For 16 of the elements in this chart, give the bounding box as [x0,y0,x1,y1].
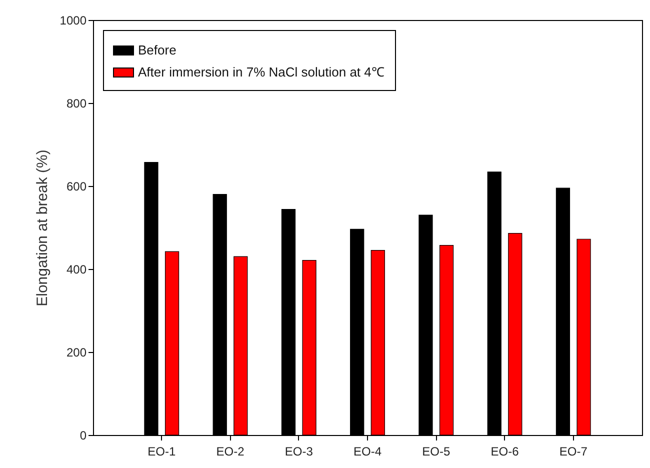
y-tick-label: 200 [66,346,87,360]
y-tick-label: 0 [80,428,87,442]
x-tick-label: EO-4 [353,444,382,458]
y-tick-label: 400 [66,262,87,276]
legend-label: After immersion in 7% NaCl solution at 4℃ [138,64,384,80]
x-tick-label: EO-3 [284,444,314,458]
y-tick-label: 800 [66,96,87,110]
x-tick-label: EO-7 [559,444,588,458]
x-tick-label: EO-2 [216,444,245,458]
x-tick-label: EO-6 [490,444,520,458]
y-tick-label: 600 [66,180,87,194]
x-tick-label: EO-5 [422,444,450,458]
x-tick-label: EO-1 [148,444,176,458]
y-tick-label: 1000 [60,14,87,28]
y-axis-title: Elongation at break (%) [34,150,51,306]
legend-label: Before [138,42,176,58]
